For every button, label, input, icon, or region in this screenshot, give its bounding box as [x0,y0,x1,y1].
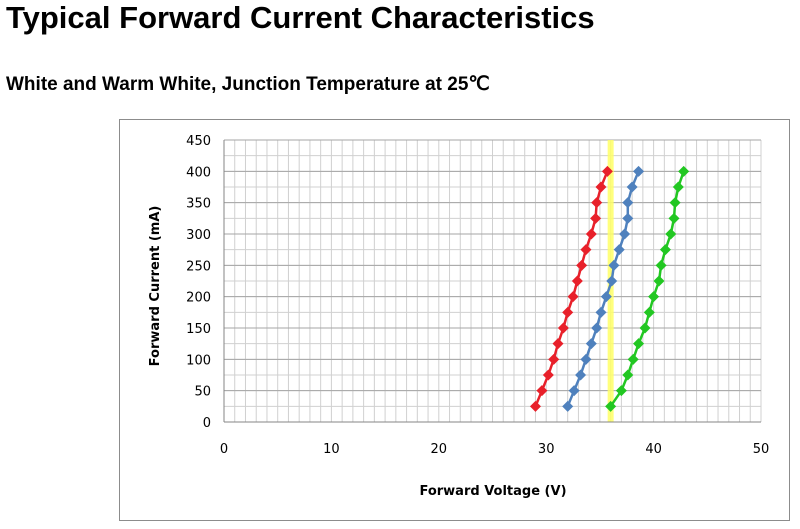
x-tick-label: 50 [753,442,770,457]
data-point [622,197,634,209]
series-3 [605,165,690,412]
series-1 [529,165,613,412]
data-point [606,275,618,287]
data-point [613,244,625,256]
y-tick-label: 0 [203,416,211,431]
data-point [672,181,684,193]
series-line [566,170,640,407]
data-point [542,369,554,381]
data-point [580,244,592,256]
data-point [591,197,603,209]
data-point [580,353,592,365]
data-point [601,165,613,177]
data-point [668,212,680,224]
data-point [557,322,569,334]
x-tick-label: 0 [220,442,228,457]
series-layer [529,165,690,412]
data-point [568,385,580,397]
x-tick-label: 10 [323,442,340,457]
data-point [591,322,603,334]
y-tick-label: 100 [186,353,211,368]
data-point [536,385,548,397]
y-tick-label: 450 [186,134,211,149]
data-point [627,353,639,365]
data-point [529,400,541,412]
data-point [669,197,681,209]
x-tick-label: 40 [645,442,662,457]
data-point [585,338,597,350]
data-point [655,259,667,271]
y-tick-label: 250 [186,259,211,274]
data-point [633,165,645,177]
x-tick-label: 20 [431,442,448,457]
data-point [567,291,579,303]
chart-frame: 0 10 20 30 40 50 0 50 100 150 200 250 300 350 400 450 F… [119,119,790,521]
series-line [609,170,685,408]
data-point [571,275,583,287]
data-point [615,385,627,397]
data-point [576,259,588,271]
data-point [659,244,671,256]
data-point [605,400,617,412]
data-point [585,228,597,240]
y-tick-label: 350 [186,197,211,212]
data-point [653,275,665,287]
page-title: Typical Forward Current Characteristics [6,0,595,35]
data-point [622,212,634,224]
data-point [548,353,560,365]
data-point [678,165,690,177]
data-point [622,369,634,381]
series-line [534,170,609,407]
data-point [626,181,638,193]
data-point [562,306,574,318]
x-axis-title: Forward Voltage (V) [419,484,566,499]
y-tick-label: 50 [194,385,211,400]
y-axis-title: Forward Current (mA) [148,206,163,367]
data-point [665,228,677,240]
data-point [633,338,645,350]
data-point [643,306,655,318]
data-point [595,181,607,193]
data-point [639,322,651,334]
y-tick-label: 400 [186,165,211,180]
data-point [595,306,607,318]
y-tick-label: 200 [186,291,211,306]
data-point [590,212,602,224]
data-point [562,400,574,412]
data-point [648,291,660,303]
series-2 [562,165,645,412]
y-tick-label: 300 [186,228,211,243]
x-tick-label: 30 [538,442,555,457]
forward-current-chart: 0 10 20 30 40 50 0 50 100 150 200 250 300 350 400 450 F… [148,134,769,499]
data-point [619,228,631,240]
y-tick-label: 150 [186,322,211,337]
data-point [600,291,612,303]
axis-layer: 0 10 20 30 40 50 0 50 100 150 200 250 300 350 400 450 [186,134,769,457]
data-point [575,369,587,381]
page-subtitle: White and Warm White, Junction Temperatu… [6,74,490,95]
data-point [552,338,564,350]
data-point [608,259,620,271]
